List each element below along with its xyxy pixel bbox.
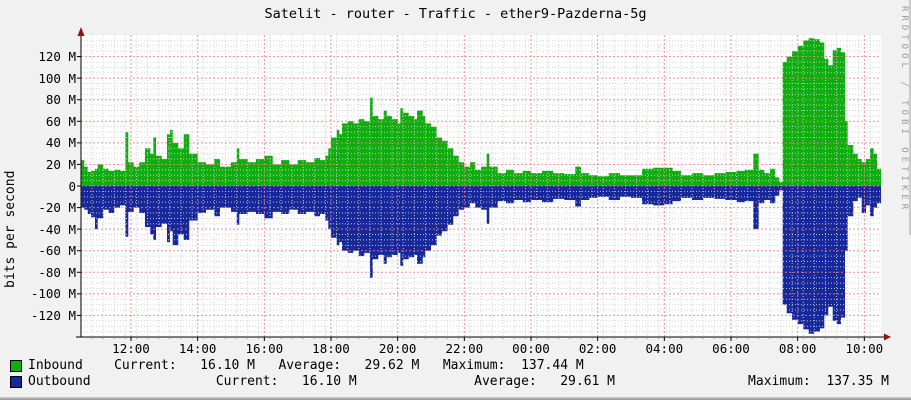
x-tick-label: 12:00 [112, 341, 150, 356]
inbound-legend-text: Inbound Current: 16.10 M Average: 29.62 … [28, 358, 584, 373]
inbound-area [81, 38, 881, 187]
y-tick-label: 20 M [45, 156, 76, 172]
y-tick-label: 80 M [45, 92, 76, 108]
x-tick-label: 00:00 [512, 341, 550, 356]
x-tick-label: 20:00 [378, 341, 417, 356]
rrdtool-watermark: RRDTOOL / TOBI OETIKER [899, 6, 909, 214]
x-tick-label: 02:00 [578, 341, 617, 356]
y-tick-label: 40 M [45, 135, 76, 151]
x-tick-label: 04:00 [645, 341, 684, 356]
y-axis-arrow [77, 27, 85, 36]
legend-row-outbound: Outbound Current: 16.10 M Average: 29.61… [10, 375, 889, 389]
legend-row-inbound: Inbound Current: 16.10 M Average: 29.62 … [10, 359, 584, 373]
outbound-legend-text: Outbound Current: 16.10 M Average: 29.61… [28, 374, 889, 389]
x-tick-label: 08:00 [778, 341, 817, 356]
window-bottom-edge [0, 397, 911, 400]
outbound-area [81, 186, 881, 334]
window-right-edge [909, 0, 911, 235]
x-tick-label: 06:00 [712, 341, 750, 356]
x-tick-label: 22:00 [445, 341, 484, 356]
y-tick-label: -100 M [30, 286, 76, 302]
y-tick-label: -40 M [38, 221, 76, 237]
chart-title: Satelit - router - Traffic - ether9-Pazd… [264, 6, 647, 22]
y-tick-label: -80 M [38, 264, 76, 280]
y-tick-label: -20 M [38, 200, 76, 216]
y-tick-label: -120 M [30, 307, 76, 323]
outbound-legend-swatch [10, 376, 22, 388]
y-tick-label: 0 [68, 178, 76, 194]
x-tick-label: 14:00 [178, 341, 217, 356]
x-tick-label: 16:00 [245, 341, 284, 356]
inbound-legend-swatch [10, 360, 22, 372]
y-tick-label: 120 M [38, 49, 76, 65]
x-tick-label: 10:00 [845, 341, 884, 356]
y-tick-label: -60 M [38, 243, 76, 259]
y-tick-label: 100 M [38, 70, 76, 86]
y-tick-label: 60 M [45, 113, 76, 129]
x-axis-arrow [884, 333, 891, 341]
x-tick-label: 18:00 [312, 341, 350, 356]
